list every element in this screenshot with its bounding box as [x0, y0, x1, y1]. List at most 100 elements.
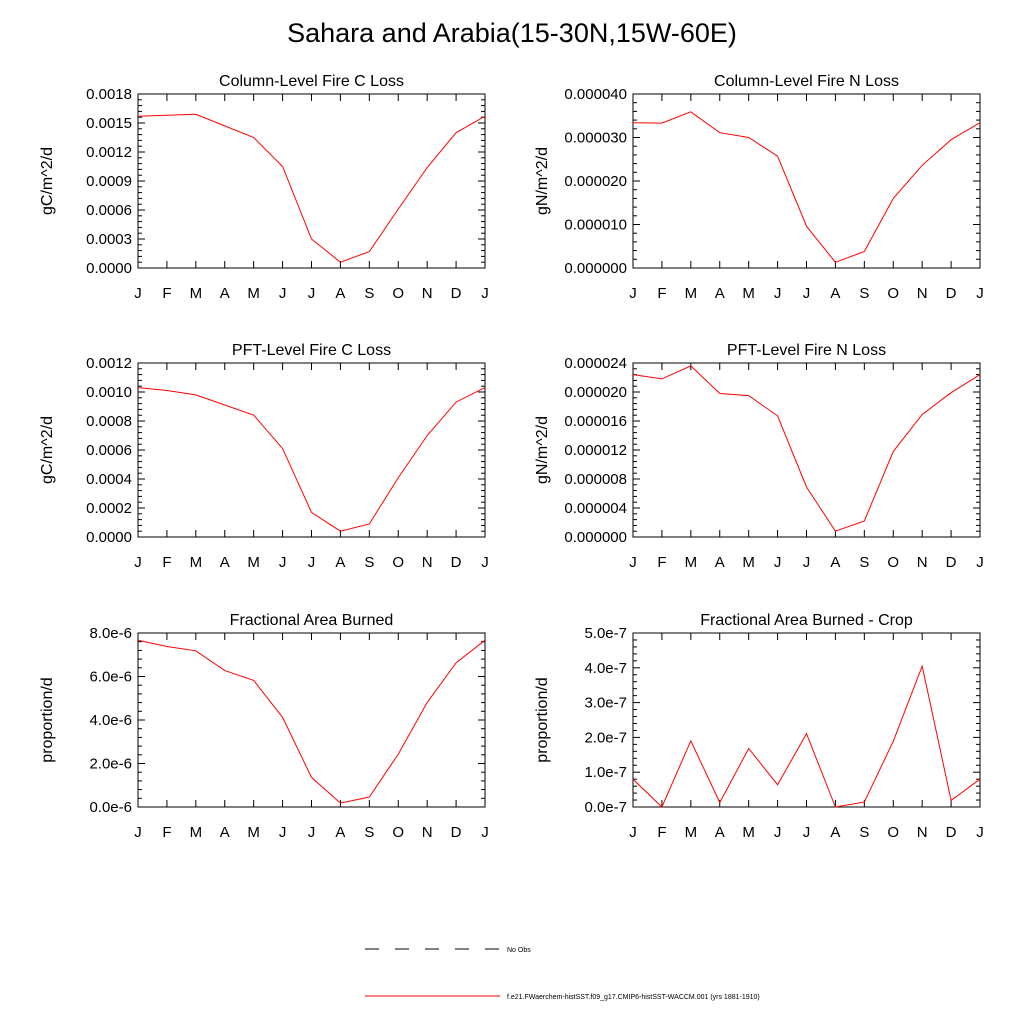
x-tick-label: O	[887, 285, 899, 302]
x-tick-label: J	[308, 554, 316, 571]
y-tick-label: 0.000024	[564, 355, 627, 372]
panel-title: Column-Level Fire N Loss	[714, 73, 899, 90]
x-tick-label: J	[134, 824, 142, 841]
y-tick-label: 0.0002	[86, 500, 132, 517]
y-tick-label: 6.0e-6	[89, 669, 132, 686]
x-tick-label: J	[803, 285, 811, 302]
x-tick-label: A	[335, 824, 345, 841]
y-tick-label: 0.000020	[564, 384, 627, 401]
series-line	[137, 113, 486, 263]
panel-title: Fractional Area Burned	[230, 612, 394, 629]
x-tick-label: A	[715, 824, 725, 841]
legend-label-no-obs: No Obs	[507, 947, 531, 954]
x-tick-label: O	[392, 554, 404, 571]
y-tick-label: 0.0004	[86, 471, 132, 488]
x-tick-label: A	[335, 554, 345, 571]
x-tick-label: S	[859, 285, 869, 302]
x-tick-label: S	[364, 554, 374, 571]
x-tick-label: J	[279, 285, 287, 302]
series-line	[632, 664, 981, 808]
x-tick-label: O	[392, 285, 404, 302]
x-tick-label: F	[162, 554, 171, 571]
x-tick-label: A	[830, 824, 840, 841]
x-tick-label: S	[859, 824, 869, 841]
x-tick-label: M	[247, 285, 260, 302]
x-tick-label: J	[481, 554, 489, 571]
y-tick-label: 0.000000	[564, 260, 627, 277]
x-tick-label: M	[742, 554, 755, 571]
y-tick-label: 4.0e-6	[89, 712, 132, 729]
y-tick-label: 0.0012	[86, 355, 132, 372]
y-tick-label: 0.000016	[564, 413, 627, 430]
x-tick-label: A	[830, 554, 840, 571]
y-tick-label: 0.000004	[564, 500, 627, 517]
x-tick-label: M	[685, 285, 698, 302]
y-tick-label: 4.0e-7	[584, 660, 627, 677]
y-axis-label: proportion/d	[39, 677, 56, 762]
y-tick-label: 0.000012	[564, 442, 627, 459]
x-tick-label: J	[134, 285, 142, 302]
x-tick-label: J	[308, 285, 316, 302]
x-tick-label: F	[162, 824, 171, 841]
y-tick-label: 0.0e-6	[89, 799, 132, 816]
page-title: Sahara and Arabia(15-30N,15W-60E)	[287, 18, 737, 48]
series-line	[632, 111, 981, 263]
x-tick-label: D	[946, 554, 957, 571]
y-tick-label: 8.0e-6	[89, 625, 132, 642]
y-tick-label: 0.0000	[86, 260, 132, 277]
y-tick-label: 0.0009	[86, 173, 132, 190]
y-tick-label: 0.000000	[564, 529, 627, 546]
y-tick-label: 5.0e-7	[584, 625, 627, 642]
x-tick-label: M	[190, 554, 203, 571]
x-tick-label: M	[742, 285, 755, 302]
y-tick-label: 2.0e-7	[584, 729, 627, 746]
series-line	[137, 639, 486, 804]
x-tick-label: N	[917, 824, 928, 841]
x-tick-label: J	[774, 285, 782, 302]
x-tick-label: S	[859, 554, 869, 571]
x-tick-label: J	[803, 824, 811, 841]
x-tick-label: J	[774, 824, 782, 841]
x-tick-label: N	[422, 554, 433, 571]
x-tick-label: A	[715, 285, 725, 302]
y-axis-label: proportion/d	[534, 677, 551, 762]
y-tick-label: 0.000008	[564, 471, 627, 488]
x-tick-label: J	[279, 824, 287, 841]
x-tick-label: O	[887, 554, 899, 571]
x-tick-label: N	[917, 554, 928, 571]
x-tick-label: D	[946, 824, 957, 841]
y-axis-label: gC/m^2/d	[39, 147, 56, 215]
x-tick-label: N	[422, 285, 433, 302]
y-tick-label: 0.0012	[86, 144, 132, 161]
x-tick-label: J	[279, 554, 287, 571]
x-tick-label: D	[451, 824, 462, 841]
x-tick-label: F	[162, 285, 171, 302]
x-tick-label: A	[220, 285, 230, 302]
x-tick-label: S	[364, 824, 374, 841]
x-tick-label: J	[308, 824, 316, 841]
y-tick-label: 0.0000	[86, 529, 132, 546]
x-tick-label: N	[422, 824, 433, 841]
x-tick-label: J	[629, 554, 637, 571]
y-axis-label: gC/m^2/d	[39, 416, 56, 484]
x-tick-label: M	[190, 285, 203, 302]
y-tick-label: 0.000030	[564, 130, 627, 147]
x-tick-label: D	[451, 554, 462, 571]
x-tick-label: J	[481, 285, 489, 302]
y-tick-label: 2.0e-6	[89, 756, 132, 773]
x-tick-label: J	[629, 285, 637, 302]
x-tick-label: F	[657, 554, 666, 571]
y-tick-label: 0.0018	[86, 86, 132, 103]
y-axis-label: gN/m^2/d	[534, 416, 551, 484]
y-tick-label: 0.000010	[564, 217, 627, 234]
x-tick-label: J	[629, 824, 637, 841]
y-tick-label: 0.0006	[86, 202, 132, 219]
x-tick-label: J	[976, 285, 984, 302]
x-tick-label: M	[685, 824, 698, 841]
